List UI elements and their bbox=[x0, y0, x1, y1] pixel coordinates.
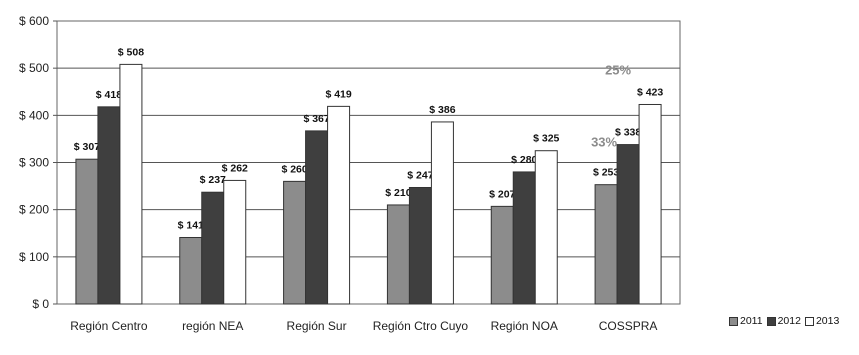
legend-label-2012: 2012 bbox=[777, 315, 801, 327]
data-label-2012-4: $ 280 bbox=[511, 154, 537, 166]
annotation-label: 33% bbox=[591, 135, 617, 150]
x-category-label: Región Ctro Cuyo bbox=[373, 319, 469, 333]
bar-2013-3 bbox=[430, 121, 454, 305]
x-category-label: Región Centro bbox=[70, 319, 148, 333]
bar-2011-1 bbox=[179, 236, 203, 305]
bar-2013-2 bbox=[327, 105, 351, 305]
x-category-label: Región Sur bbox=[287, 319, 347, 333]
y-tick-label: $ 400 bbox=[19, 108, 49, 122]
data-label-2012-0: $ 418 bbox=[96, 89, 122, 101]
y-tick-label: $ 300 bbox=[19, 156, 49, 170]
data-label-2012-2: $ 367 bbox=[303, 113, 329, 125]
bar-2013-0 bbox=[119, 63, 143, 305]
y-tick-label: $ 200 bbox=[19, 203, 49, 217]
data-label-2011-0: $ 307 bbox=[74, 141, 100, 153]
bar-2011-5 bbox=[594, 184, 618, 305]
bar-2011-0 bbox=[75, 158, 99, 305]
y-tick-label: $ 100 bbox=[19, 250, 49, 264]
legend-item-2011: 2011 bbox=[729, 315, 763, 327]
data-label-2011-1: $ 141 bbox=[178, 219, 204, 231]
bar-2012-2 bbox=[305, 130, 329, 305]
legend-swatch-2011 bbox=[729, 316, 738, 326]
x-category-label: región NEA bbox=[182, 319, 243, 333]
data-label-2013-5: $ 423 bbox=[637, 86, 663, 98]
annotation-label: 25% bbox=[605, 62, 631, 77]
bar-2013-5 bbox=[638, 103, 662, 305]
y-tick-label: $ 0 bbox=[32, 297, 49, 311]
data-label-2013-1: $ 262 bbox=[222, 162, 248, 174]
legend-item-2012: 2012 bbox=[766, 315, 801, 327]
data-label-2011-2: $ 260 bbox=[281, 163, 307, 175]
bar-2012-4 bbox=[512, 171, 536, 305]
legend-swatch-2013 bbox=[804, 316, 814, 326]
y-tick-label: $ 500 bbox=[19, 61, 49, 75]
data-label-2011-3: $ 210 bbox=[385, 187, 411, 199]
data-label-2013-0: $ 508 bbox=[118, 46, 144, 58]
x-category-label: COSSPRA bbox=[599, 319, 658, 333]
data-label-2012-5: $ 338 bbox=[615, 127, 641, 139]
legend-swatch-2012 bbox=[766, 316, 776, 326]
data-label-2012-1: $ 237 bbox=[200, 174, 226, 186]
bar-2011-3 bbox=[386, 204, 410, 305]
legend-label-2011: 2011 bbox=[740, 315, 763, 327]
legend-label-2013: 2013 bbox=[815, 315, 840, 327]
bar-2012-0 bbox=[97, 106, 121, 305]
data-label-2011-4: $ 207 bbox=[489, 188, 515, 200]
chart-legend: 2011 2012 2013 bbox=[729, 313, 839, 329]
legend-item-2013: 2013 bbox=[804, 315, 840, 327]
y-tick-label: $ 600 bbox=[19, 14, 49, 28]
bar-2011-4 bbox=[490, 205, 514, 305]
bar-2013-1 bbox=[223, 179, 247, 305]
bar-2012-5 bbox=[616, 144, 640, 305]
bar-2013-4 bbox=[534, 150, 558, 305]
data-label-2013-3: $ 386 bbox=[429, 104, 455, 116]
data-label-2011-5: $ 253 bbox=[593, 167, 619, 179]
data-label-2012-3: $ 247 bbox=[407, 169, 433, 181]
bar-2012-3 bbox=[408, 186, 432, 305]
bar-2011-2 bbox=[283, 180, 307, 305]
data-label-2013-4: $ 325 bbox=[533, 133, 559, 145]
x-category-label: Región NOA bbox=[491, 319, 558, 333]
data-label-2013-2: $ 419 bbox=[325, 88, 351, 100]
bar-2012-1 bbox=[201, 191, 225, 305]
